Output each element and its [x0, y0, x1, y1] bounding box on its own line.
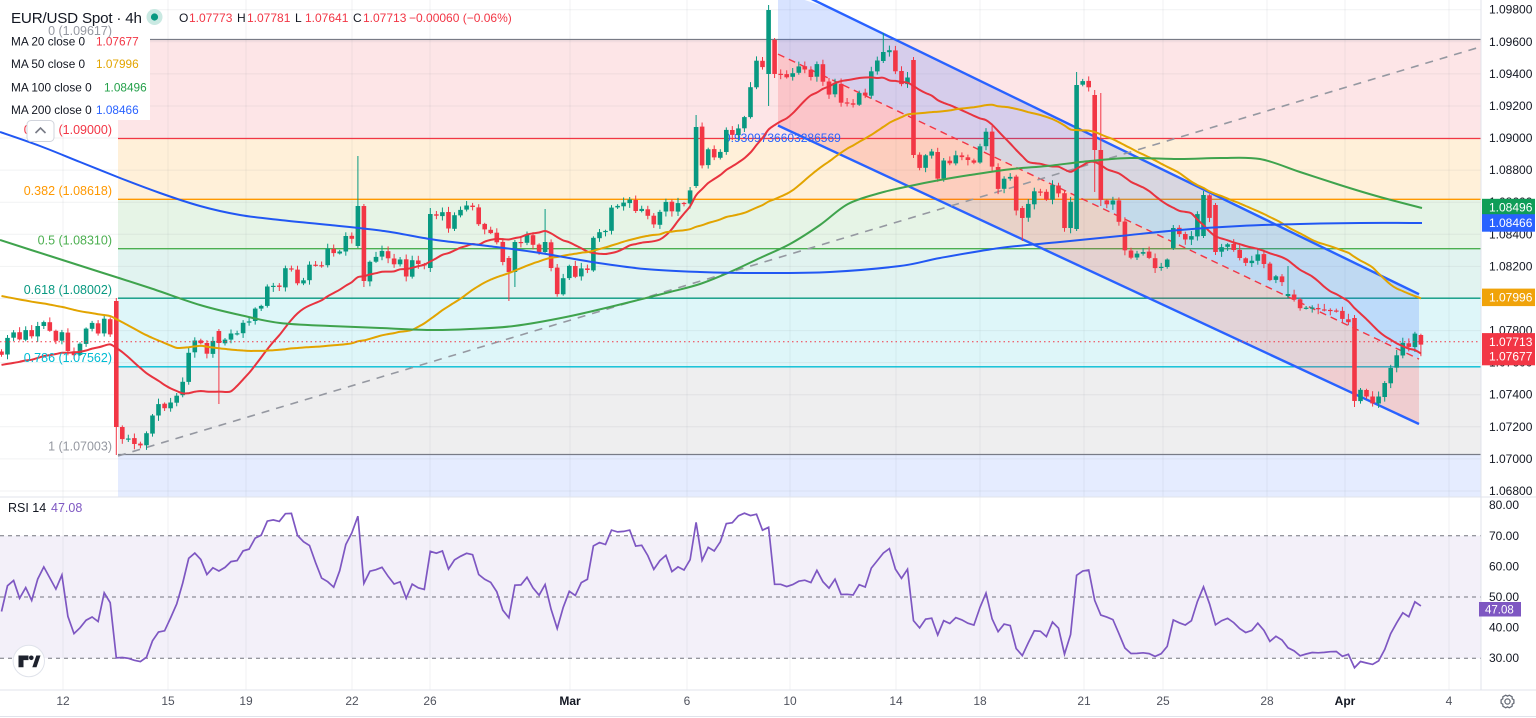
svg-text:1.09000: 1.09000 — [1489, 131, 1533, 145]
svg-text:1.09200: 1.09200 — [1489, 99, 1533, 113]
svg-text:1.08496: 1.08496 — [1489, 201, 1533, 215]
svg-text:1.09400: 1.09400 — [1489, 67, 1533, 81]
svg-text:1.07713: 1.07713 — [1489, 335, 1533, 349]
svg-text:6: 6 — [684, 694, 691, 708]
svg-text:O: O — [179, 11, 188, 25]
svg-text:C: C — [353, 11, 362, 25]
svg-text:MA 100 close 0: MA 100 close 0 — [11, 81, 92, 95]
svg-text:1.08466: 1.08466 — [1489, 216, 1533, 230]
svg-text:14: 14 — [889, 694, 903, 708]
svg-text:1.07400: 1.07400 — [1489, 388, 1533, 402]
svg-text:H: H — [237, 11, 246, 25]
svg-text:−0.00060 (−0.06%): −0.00060 (−0.06%) — [409, 11, 512, 25]
svg-text:MA 50 close 0: MA 50 close 0 — [11, 57, 86, 71]
svg-text:10: 10 — [783, 694, 797, 708]
svg-text:1.08800: 1.08800 — [1489, 163, 1533, 177]
svg-text:1.07713: 1.07713 — [363, 11, 407, 25]
svg-text:1.07677: 1.07677 — [96, 35, 139, 49]
svg-text:1.09600: 1.09600 — [1489, 35, 1533, 49]
svg-text:1.07641: 1.07641 — [305, 11, 349, 25]
svg-text:1.07000: 1.07000 — [1489, 452, 1533, 466]
svg-text:1.06800: 1.06800 — [1489, 484, 1533, 498]
svg-text:1.08466: 1.08466 — [96, 103, 139, 117]
svg-text:1.07781: 1.07781 — [247, 11, 291, 25]
svg-text:MA 200 close 0: MA 200 close 0 — [11, 103, 92, 117]
svg-text:0.382 (1.08618): 0.382 (1.08618) — [24, 184, 112, 198]
svg-text:0.9309736603286569: 0.9309736603286569 — [724, 131, 841, 145]
svg-text:0.5 (1.08310): 0.5 (1.08310) — [38, 234, 112, 248]
svg-text:1.07996: 1.07996 — [1489, 291, 1533, 305]
svg-text:L: L — [295, 11, 302, 25]
svg-text:28: 28 — [1260, 694, 1274, 708]
svg-text:30.00: 30.00 — [1489, 651, 1519, 665]
svg-text:1.07200: 1.07200 — [1489, 420, 1533, 434]
svg-text:60.00: 60.00 — [1489, 559, 1519, 573]
svg-text:50.00: 50.00 — [1489, 590, 1519, 604]
svg-text:26: 26 — [423, 694, 437, 708]
svg-text:47.08: 47.08 — [51, 501, 82, 515]
svg-text:Apr: Apr — [1335, 694, 1356, 708]
svg-text:22: 22 — [345, 694, 359, 708]
svg-text:70.00: 70.00 — [1489, 529, 1519, 543]
svg-text:21: 21 — [1077, 694, 1091, 708]
svg-text:15: 15 — [161, 694, 175, 708]
svg-text:19: 19 — [239, 694, 253, 708]
svg-text:18: 18 — [973, 694, 987, 708]
svg-text:EUR/USD Spot · 4h: EUR/USD Spot · 4h — [11, 10, 142, 27]
svg-text:40.00: 40.00 — [1489, 621, 1519, 635]
svg-text:4: 4 — [1446, 694, 1453, 708]
svg-text:12: 12 — [56, 694, 70, 708]
svg-text:Mar: Mar — [559, 694, 581, 708]
svg-text:0 (1.09617): 0 (1.09617) — [48, 24, 112, 38]
svg-text:80.00: 80.00 — [1489, 498, 1519, 512]
svg-text:47.08: 47.08 — [1485, 605, 1514, 617]
svg-text:1.08200: 1.08200 — [1489, 259, 1533, 273]
svg-text:1.07773: 1.07773 — [189, 11, 233, 25]
svg-text:MA 20 close 0: MA 20 close 0 — [11, 35, 86, 49]
svg-text:25: 25 — [1156, 694, 1170, 708]
svg-text:1.07677: 1.07677 — [1489, 350, 1533, 364]
svg-text:0.618 (1.08002): 0.618 (1.08002) — [24, 283, 112, 297]
svg-text:RSI 14: RSI 14 — [8, 501, 46, 515]
svg-text:0.786 (1.07562): 0.786 (1.07562) — [24, 351, 112, 365]
svg-text:1.09800: 1.09800 — [1489, 3, 1533, 17]
svg-text:1 (1.07003): 1 (1.07003) — [48, 440, 112, 454]
svg-text:1.08496: 1.08496 — [104, 81, 147, 95]
svg-text:1.07996: 1.07996 — [96, 57, 139, 71]
